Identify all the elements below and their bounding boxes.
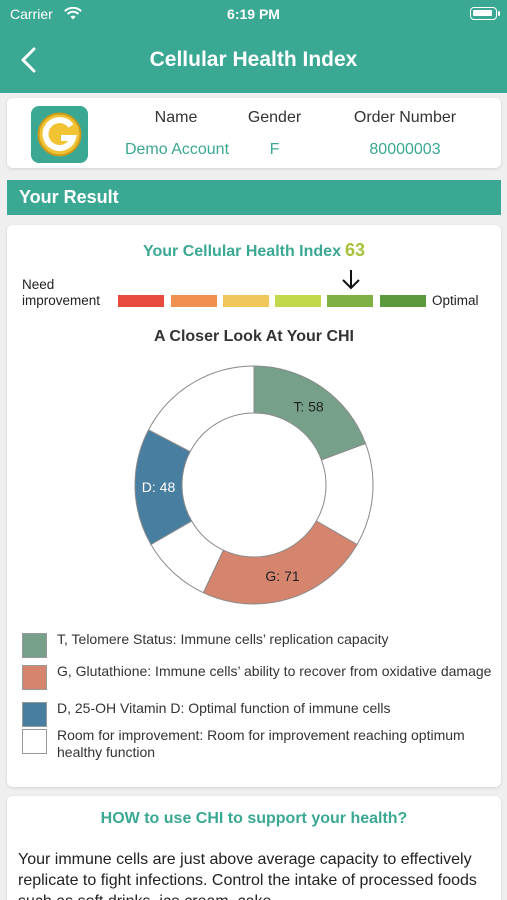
order-number-value: 80000003	[369, 141, 441, 158]
donut-slice-g	[202, 520, 358, 605]
how-to-card: HOW to use CHI to support your health? Y…	[7, 796, 501, 900]
scale-segment-3	[223, 295, 269, 307]
legend-swatch	[22, 702, 47, 727]
legend-text: T, Telomere Status: Immune cells’ replic…	[57, 631, 389, 647]
scale-right-label: Optimal	[432, 293, 479, 308]
legend-swatch	[22, 633, 47, 658]
legend-text: Room for improvement: Room for improveme…	[57, 727, 465, 760]
legend-swatch	[22, 665, 47, 690]
legend-swatch	[22, 729, 47, 754]
donut-label-d: D: 48	[142, 479, 176, 495]
status-bar: Carrier 6:19 PM	[10, 6, 500, 24]
gender-label: Gender	[247, 109, 302, 126]
chi-title-text: Your Cellular Health Index	[143, 243, 341, 260]
chevron-left-icon	[21, 47, 36, 73]
page-title: Cellular Health Index	[149, 48, 358, 71]
carrier-label: Carrier	[10, 6, 53, 22]
legend-text: D, 25-OH Vitamin D: Optimal function of …	[57, 700, 391, 716]
scale-segment-5	[327, 295, 373, 307]
chi-title: Your Cellular Health Index 63	[7, 240, 501, 261]
top-bar: Carrier 6:19 PM Cellular Health Index	[0, 0, 507, 93]
order-number-label: Order Number	[353, 109, 457, 126]
donut-label-t: T: 58	[293, 399, 324, 415]
donut-label-g: G: 71	[265, 568, 299, 584]
result-card: Your Cellular Health Index 63 Need improv…	[7, 225, 501, 787]
profile-card: Name Gender Order Number Demo Account F …	[7, 98, 501, 168]
legend-text: G, Glutathione: Immune cells’ ability to…	[57, 663, 492, 679]
scale-segment-4	[275, 295, 321, 307]
donut-slice-d-room	[147, 365, 255, 453]
status-time: 6:19 PM	[227, 6, 280, 22]
name-value: Demo Account	[124, 141, 230, 158]
wifi-icon	[64, 6, 82, 23]
scale-left-label-line2: improvement	[22, 293, 101, 308]
scale-segment-1	[118, 295, 164, 307]
scale-left-label-line1: Need	[22, 277, 55, 292]
back-button[interactable]	[18, 46, 42, 74]
arrow-down-icon	[341, 269, 361, 291]
scale-segment-6	[380, 295, 426, 307]
app-logo	[31, 106, 88, 163]
scale-left-label: Need improvement	[22, 277, 100, 309]
how-title: HOW to use CHI to support your health?	[100, 810, 408, 827]
battery-icon	[470, 7, 500, 20]
chi-donut-chart: T: 58 G: 71 D: 48	[134, 365, 374, 605]
how-body: Your immune cells are just above average…	[18, 851, 477, 900]
gender-value: F	[269, 141, 280, 158]
name-label: Name	[154, 109, 198, 126]
chi-score: 63	[344, 240, 365, 260]
chart-title: A Closer Look At Your CHI	[153, 328, 354, 345]
scale-segment-2	[171, 295, 217, 307]
result-section-header: Your Result	[7, 180, 501, 215]
